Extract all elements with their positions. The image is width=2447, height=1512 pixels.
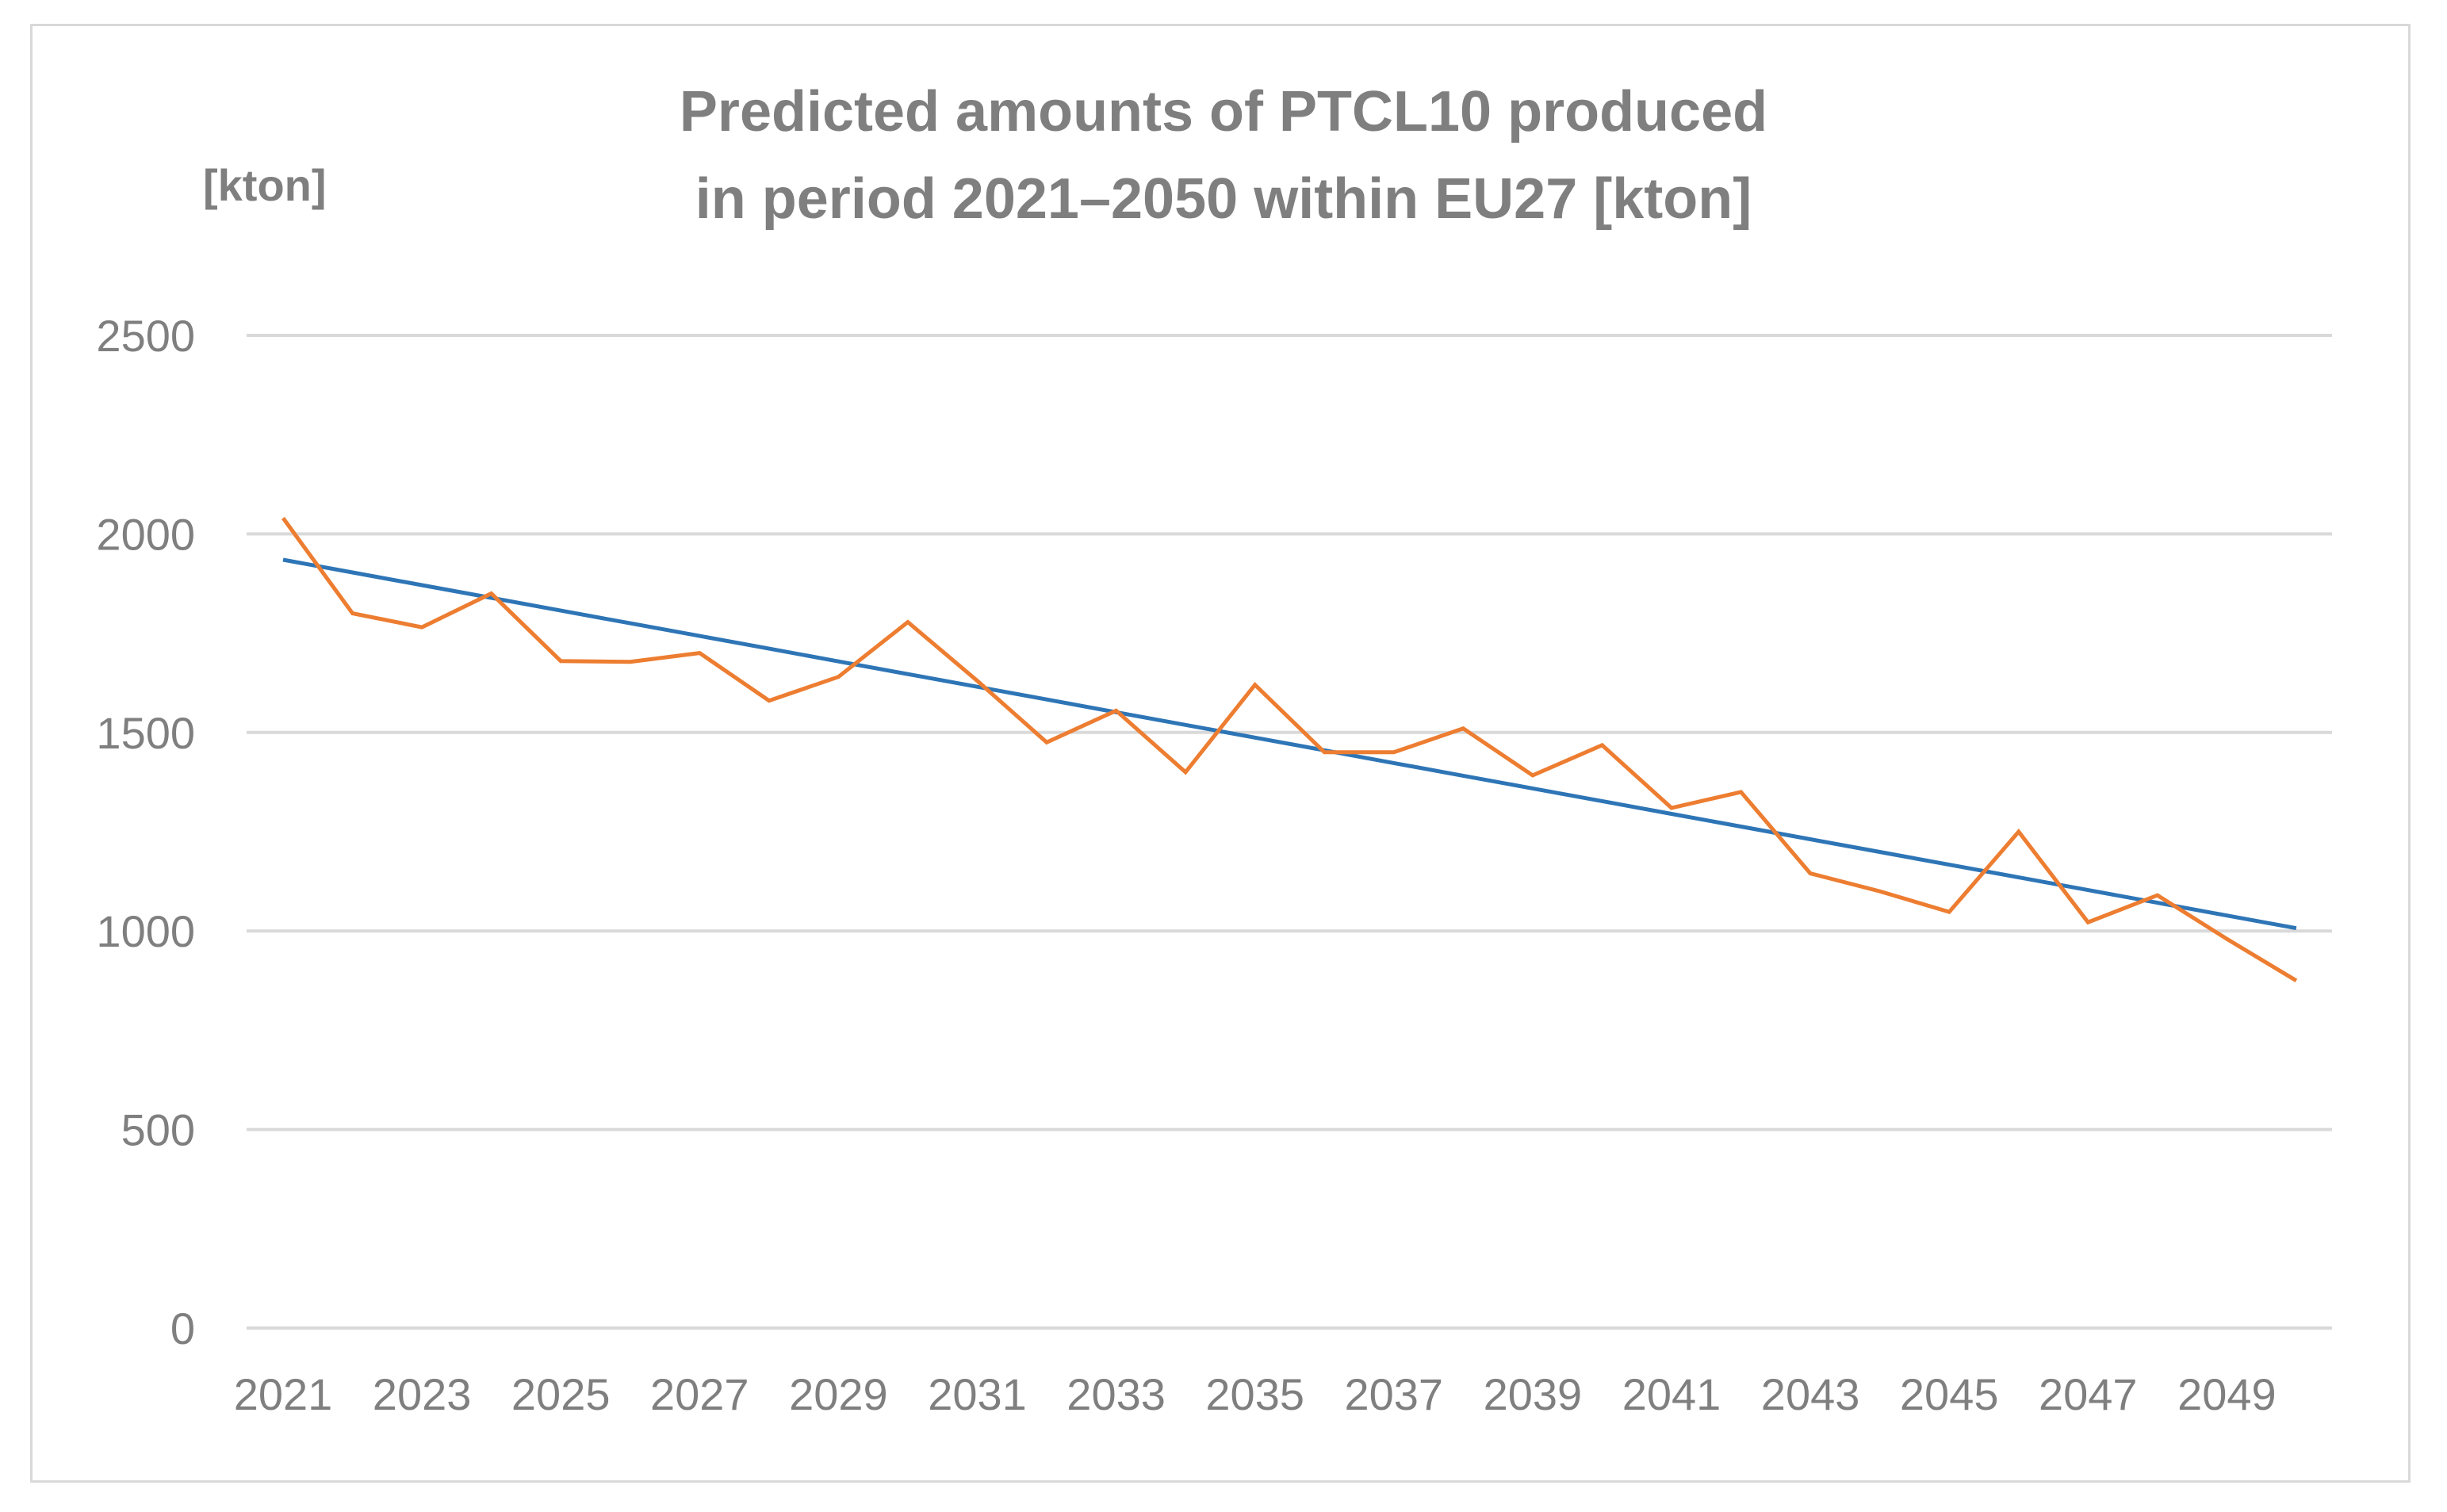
x-tick-label: 2037	[1345, 1369, 1444, 1419]
x-tick-label: 2031	[928, 1369, 1027, 1419]
x-tick-label: 2029	[789, 1369, 888, 1419]
y-tick-label: 1500	[96, 708, 195, 758]
chart-frame: Predicted amounts of PTCL10 produced in p…	[30, 24, 2411, 1483]
x-axis-ticks: 2021 2023 2025 2027 2029 2031 2033 2035 2037 2039…	[234, 1369, 2277, 1419]
x-tick-label: 2047	[2039, 1369, 2138, 1419]
x-tick-label: 2021	[234, 1369, 333, 1419]
y-unit-label: [kton]	[203, 160, 327, 210]
x-tick-label: 2023	[373, 1369, 472, 1419]
x-tick-label: 2043	[1761, 1369, 1860, 1419]
y-axis-ticks: 0 500 1000 1500 2000 2500	[96, 311, 195, 1353]
x-tick-label: 2025	[511, 1369, 611, 1419]
chart-title-line: in period 2021–2050 within EU27 [kton]	[695, 167, 1752, 231]
x-tick-label: 2041	[1622, 1369, 1721, 1419]
y-tick-label: 1000	[96, 906, 195, 956]
gridlines	[247, 334, 2332, 1330]
series-line-trend	[282, 557, 2297, 931]
x-tick-label: 2045	[1900, 1369, 1999, 1419]
y-tick-label: 500	[121, 1105, 195, 1155]
chart-svg: Predicted amounts of PTCL10 produced in p…	[96, 80, 2332, 1419]
x-tick-label: 2035	[1205, 1369, 1304, 1419]
y-tick-label: 2500	[96, 311, 195, 361]
x-tick-label: 2027	[650, 1369, 749, 1419]
y-tick-label: 0	[170, 1303, 195, 1353]
x-tick-label: 2049	[2177, 1369, 2277, 1419]
chart-title: Predicted amounts of PTCL10 produced in p…	[680, 80, 1767, 231]
chart-title-line: Predicted amounts of PTCL10 produced	[680, 80, 1767, 144]
x-tick-label: 2039	[1484, 1369, 1583, 1419]
y-tick-label: 2000	[96, 509, 195, 559]
series-lines	[281, 516, 2298, 982]
x-tick-label: 2033	[1066, 1369, 1166, 1419]
series-line-predicted	[281, 516, 2298, 982]
